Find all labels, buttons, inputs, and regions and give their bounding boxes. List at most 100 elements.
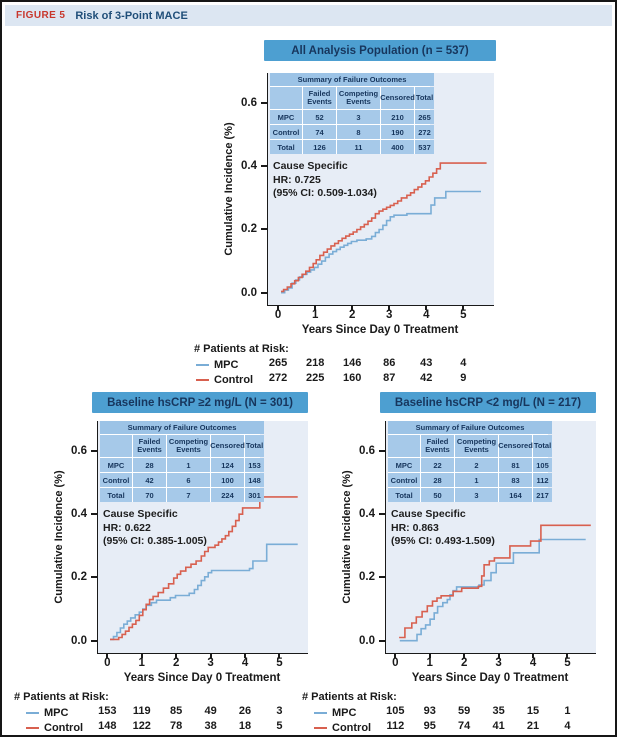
at-risk-count: 225	[305, 372, 325, 384]
chart-panel-all-population: All Analysis Population (n = 537) Cumula…	[182, 40, 512, 387]
at-risk-count: 9	[460, 372, 467, 384]
series-name: MPC	[214, 358, 239, 371]
chart-title: Baseline hsCRP <2 mg/L (N = 217)	[380, 392, 596, 413]
plot-area: Summary of Failure Outcomes Failed Event…	[267, 73, 494, 306]
table-cell: 8	[337, 125, 380, 139]
table-cell: 22	[421, 458, 454, 472]
chart-title: All Analysis Population (n = 537)	[264, 40, 496, 61]
table-header-cell: Total	[245, 435, 264, 457]
table-cell: 224	[211, 488, 244, 502]
x-tick-mark	[566, 654, 569, 658]
at-risk-count: 1	[564, 705, 571, 717]
y-tick-label: 0.4	[359, 508, 375, 521]
table-cell: 81	[499, 458, 532, 472]
failure-summary-table: Summary of Failure Outcomes Failed Event…	[100, 421, 264, 502]
table-header-cell: Competing Events	[455, 435, 498, 457]
table-title: Summary of Failure Outcomes	[388, 421, 552, 434]
at-risk-count: 49	[204, 705, 217, 717]
at-risk-count: 146	[343, 357, 362, 369]
incidence-curves	[399, 524, 591, 642]
x-axis-label: Years Since Day 0 Treatment	[301, 324, 459, 336]
x-tick-label: 0	[104, 657, 111, 669]
x-axis: 0 1 2 3 4 5	[97, 654, 307, 672]
hazard-ratio-note: Cause Specific HR: 0.725 (95% CI: 0.509-…	[273, 160, 377, 201]
table-cell: 217	[533, 488, 552, 502]
figure-number-label: FIGURE 5	[16, 10, 66, 21]
series-name: MPC	[44, 706, 69, 719]
patients-at-risk-heading: # Patients at Risk:	[194, 343, 289, 355]
y-axis: Cumulative Incidence (%) 0.6 0.4 0.2 0.0	[300, 421, 385, 653]
incidence-curves	[281, 162, 487, 294]
hr-line: HR: 0.725	[273, 173, 321, 186]
table-row-label: Total	[270, 140, 302, 154]
patients-at-risk-block: # Patients at Risk: MPC 153 119 85 49 26…	[12, 691, 324, 735]
table-cell: 52	[303, 110, 336, 124]
at-risk-count: 218	[305, 357, 325, 369]
y-tick-label: 0.2	[71, 571, 87, 584]
y-tick-label: 0.2	[359, 571, 375, 584]
x-tick-mark	[463, 654, 466, 658]
plot-area: Summary of Failure Outcomes Failed Event…	[385, 421, 596, 654]
table-cell: 148	[245, 473, 264, 487]
x-tick-label: 4	[423, 309, 430, 321]
hr-line: Cause Specific	[103, 508, 178, 520]
at-risk-count: 35	[492, 705, 505, 717]
table-cell: 28	[421, 473, 454, 487]
table-cell: 400	[381, 140, 414, 154]
table-cell: 3	[337, 110, 380, 124]
at-risk-row-mpc: MPC 265 218 146 86 43 4	[182, 357, 512, 372]
x-tick-mark	[175, 654, 178, 658]
figure-header-band: FIGURE 5 Risk of 3-Point MACE	[5, 5, 612, 26]
y-tick-mark	[261, 102, 267, 105]
x-tick-mark	[532, 654, 535, 658]
x-tick-label: 0	[392, 657, 399, 669]
y-tick-label: 0.2	[241, 223, 257, 236]
x-tick-label: 1	[138, 657, 145, 669]
at-risk-count: 85	[170, 705, 183, 717]
control-line-swatch	[314, 726, 327, 729]
table-row-label: Control	[270, 125, 302, 139]
at-risk-count: 18	[238, 720, 252, 732]
x-tick-label: 2	[349, 309, 356, 321]
at-risk-row-control: Control 272 225 160 87 42 9	[182, 372, 512, 387]
x-tick-label: 3	[207, 657, 214, 669]
failure-summary-table: Summary of Failure Outcomes Failed Event…	[388, 421, 552, 502]
x-tick-mark	[425, 306, 428, 310]
x-tick-mark	[351, 306, 354, 310]
x-tick-mark	[244, 654, 247, 658]
hr-line: Cause Specific	[273, 160, 348, 172]
at-risk-count: 41	[492, 720, 505, 732]
table-header-cell	[388, 435, 420, 457]
table-header-cell: Censored	[498, 435, 533, 457]
table-header-cell: Competing Events	[167, 435, 210, 457]
table-title: Summary of Failure Outcomes	[100, 421, 264, 434]
patients-at-risk-heading: # Patients at Risk:	[14, 691, 109, 703]
table-header-cell: Total	[533, 435, 552, 457]
table-cell: 50	[421, 488, 454, 502]
x-tick-label: 4	[241, 657, 249, 669]
x-tick-mark	[314, 306, 317, 310]
incidence-curves	[110, 496, 298, 641]
x-tick-label: 0	[274, 309, 282, 321]
table-header-cell: Failed Events	[421, 435, 454, 457]
chart-panel-hscrp-ge2: Baseline hsCRP ≥2 mg/L (N = 301) Cumulat…	[12, 392, 324, 735]
table-cell: 537	[415, 140, 434, 154]
table-header-cell: Failed Events	[133, 435, 166, 457]
control-line-swatch	[26, 726, 39, 729]
at-risk-count: 15	[526, 705, 540, 717]
at-risk-count: 78	[170, 720, 183, 732]
at-risk-count: 105	[386, 705, 405, 717]
table-cell: 1	[455, 473, 498, 487]
x-axis-label: Years Since Day 0 Treatment	[123, 672, 281, 684]
x-tick-label: 4	[529, 657, 537, 669]
y-axis: Cumulative Incidence (%) 0.6 0.4 0.2 0.0	[182, 73, 267, 305]
x-tick-mark	[388, 306, 391, 310]
table-header-cell: Competing Events	[337, 87, 380, 109]
patients-at-risk-block: # Patients at Risk: MPC 265 218 146 86 4…	[182, 343, 512, 387]
y-tick-label: 0.4	[71, 508, 87, 521]
patients-at-risk-block: # Patients at Risk: MPC 105 93 59 35 15 …	[300, 691, 612, 735]
mpc-line-swatch	[314, 711, 327, 714]
x-tick-label: 2	[460, 657, 468, 669]
at-risk-count: 119	[132, 705, 151, 717]
